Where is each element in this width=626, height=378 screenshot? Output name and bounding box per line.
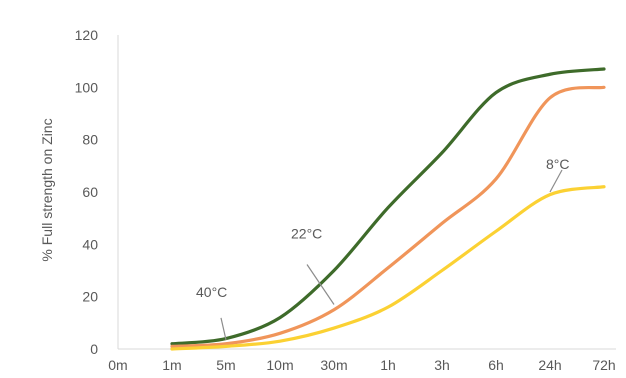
x-tick-label: 6h	[488, 357, 504, 373]
callout-40c-label: 40°C	[196, 284, 227, 300]
callout-8c-label: 8°C	[546, 156, 570, 172]
callout-40c-leader	[220, 317, 227, 340]
series-line-3	[170, 185, 606, 351]
callout-22c-label: 22°C	[291, 226, 322, 242]
y-tick-label: 60	[82, 184, 98, 200]
y-tick-label: 80	[82, 132, 98, 148]
series-line-1	[170, 67, 606, 346]
x-tick-label: 1m	[162, 357, 181, 373]
y-axis-title: % Full strength on Zinc	[39, 118, 55, 261]
x-tick-label: 72h	[592, 357, 615, 373]
callout-8c-leader	[549, 169, 563, 193]
x-tick-label: 10m	[266, 357, 293, 373]
x-tick-label: 0m	[108, 357, 127, 373]
y-tick-label: 20	[82, 289, 98, 305]
series-line-2	[170, 85, 606, 348]
y-tick-label: 0	[90, 341, 98, 357]
x-tick-label: 5m	[216, 357, 235, 373]
y-tick-label: 40	[82, 236, 98, 252]
y-tick-label: 100	[75, 79, 99, 95]
x-tick-label: 30m	[320, 357, 347, 373]
y-tick-label: 120	[75, 27, 99, 43]
x-tick-label: 24h	[538, 357, 561, 373]
callout-22c-leader	[306, 264, 335, 305]
x-tick-label: 1h	[380, 357, 396, 373]
x-tick-label: 3h	[434, 357, 450, 373]
